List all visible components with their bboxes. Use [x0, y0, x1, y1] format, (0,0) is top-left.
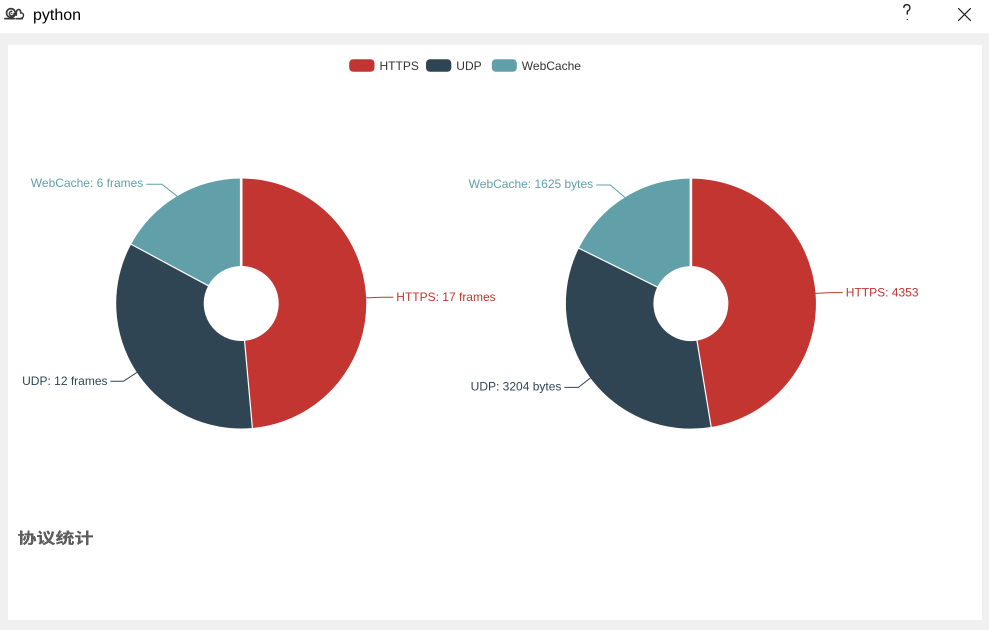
svg-text:HTTPS: 17 frames: HTTPS: 17 frames: [396, 290, 495, 304]
svg-text:UDP: UDP: [456, 59, 481, 73]
svg-text:WebCache: 1625 bytes: WebCache: 1625 bytes: [469, 177, 594, 191]
svg-text:WebCache: WebCache: [522, 59, 581, 73]
svg-text:HTTPS: 4353: HTTPS: 4353: [846, 285, 919, 299]
svg-text:UDP: 12 frames: UDP: 12 frames: [22, 374, 107, 388]
svg-text:UDP: 3204 bytes: UDP: 3204 bytes: [471, 379, 562, 393]
svg-text:HTTPS: HTTPS: [380, 59, 419, 73]
svg-text:WebCache: 6 frames: WebCache: 6 frames: [31, 176, 144, 190]
